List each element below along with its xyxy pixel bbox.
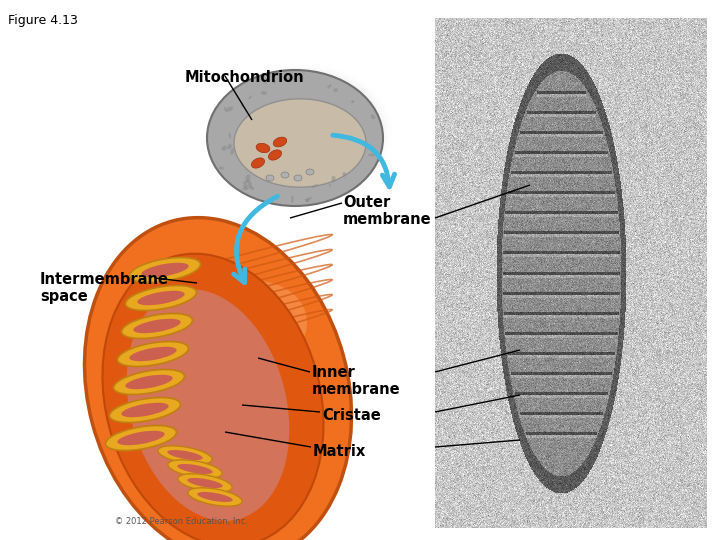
Ellipse shape [122, 403, 168, 417]
Ellipse shape [117, 341, 189, 367]
Ellipse shape [229, 133, 231, 139]
Ellipse shape [177, 464, 212, 474]
Text: Inner
membrane: Inner membrane [312, 365, 400, 397]
Ellipse shape [306, 169, 314, 175]
Ellipse shape [305, 199, 309, 201]
Ellipse shape [102, 254, 323, 540]
Ellipse shape [243, 183, 248, 188]
Ellipse shape [197, 492, 233, 502]
Ellipse shape [342, 172, 346, 176]
Ellipse shape [331, 176, 336, 183]
Ellipse shape [168, 460, 222, 478]
Text: Matrix: Matrix [313, 444, 366, 459]
Ellipse shape [368, 154, 376, 156]
Ellipse shape [178, 474, 232, 492]
Ellipse shape [294, 175, 302, 181]
Ellipse shape [130, 347, 176, 361]
Ellipse shape [351, 100, 354, 103]
Ellipse shape [167, 450, 203, 460]
Ellipse shape [188, 488, 242, 506]
Ellipse shape [234, 99, 366, 187]
Ellipse shape [329, 184, 331, 187]
Text: Intermembrane
space: Intermembrane space [40, 272, 169, 305]
Ellipse shape [207, 70, 383, 206]
Ellipse shape [274, 137, 287, 147]
Ellipse shape [246, 174, 251, 182]
Ellipse shape [125, 286, 197, 310]
Ellipse shape [114, 369, 184, 395]
Ellipse shape [261, 91, 267, 95]
Ellipse shape [127, 289, 289, 521]
Ellipse shape [222, 146, 227, 151]
Ellipse shape [133, 319, 181, 333]
Ellipse shape [106, 426, 176, 450]
Ellipse shape [243, 186, 249, 191]
Bar [707, 0, 720, 540]
Ellipse shape [227, 144, 232, 150]
Ellipse shape [281, 172, 289, 178]
Text: © 2012 Pearson Education, Inc.: © 2012 Pearson Education, Inc. [115, 517, 248, 526]
Text: Cristae: Cristae [322, 408, 381, 423]
Ellipse shape [291, 195, 294, 204]
Ellipse shape [248, 181, 252, 188]
Ellipse shape [141, 263, 189, 277]
Ellipse shape [226, 106, 233, 112]
Ellipse shape [363, 141, 365, 145]
Ellipse shape [266, 175, 274, 181]
Ellipse shape [109, 397, 181, 422]
Ellipse shape [138, 291, 184, 305]
Ellipse shape [179, 281, 307, 380]
Ellipse shape [269, 150, 282, 160]
Ellipse shape [333, 88, 338, 92]
Ellipse shape [272, 78, 276, 84]
Ellipse shape [251, 158, 264, 168]
Ellipse shape [371, 114, 375, 119]
Ellipse shape [243, 180, 250, 184]
Text: Outer
membrane: Outer membrane [343, 195, 431, 227]
Ellipse shape [84, 218, 351, 540]
Ellipse shape [256, 143, 270, 153]
Ellipse shape [122, 314, 192, 339]
Ellipse shape [248, 95, 252, 99]
Text: Mitochondrion: Mitochondrion [185, 70, 305, 85]
Ellipse shape [250, 186, 254, 190]
Ellipse shape [312, 184, 318, 188]
Ellipse shape [306, 199, 310, 202]
Text: Figure 4.13: Figure 4.13 [8, 14, 78, 27]
Ellipse shape [224, 107, 228, 112]
Ellipse shape [230, 148, 235, 155]
Ellipse shape [130, 258, 200, 282]
Ellipse shape [219, 166, 224, 170]
Ellipse shape [158, 446, 212, 464]
Ellipse shape [187, 478, 222, 488]
Ellipse shape [307, 197, 312, 200]
Ellipse shape [241, 103, 243, 107]
Ellipse shape [117, 431, 165, 445]
Ellipse shape [125, 375, 173, 389]
Ellipse shape [263, 79, 267, 84]
Ellipse shape [327, 84, 331, 89]
